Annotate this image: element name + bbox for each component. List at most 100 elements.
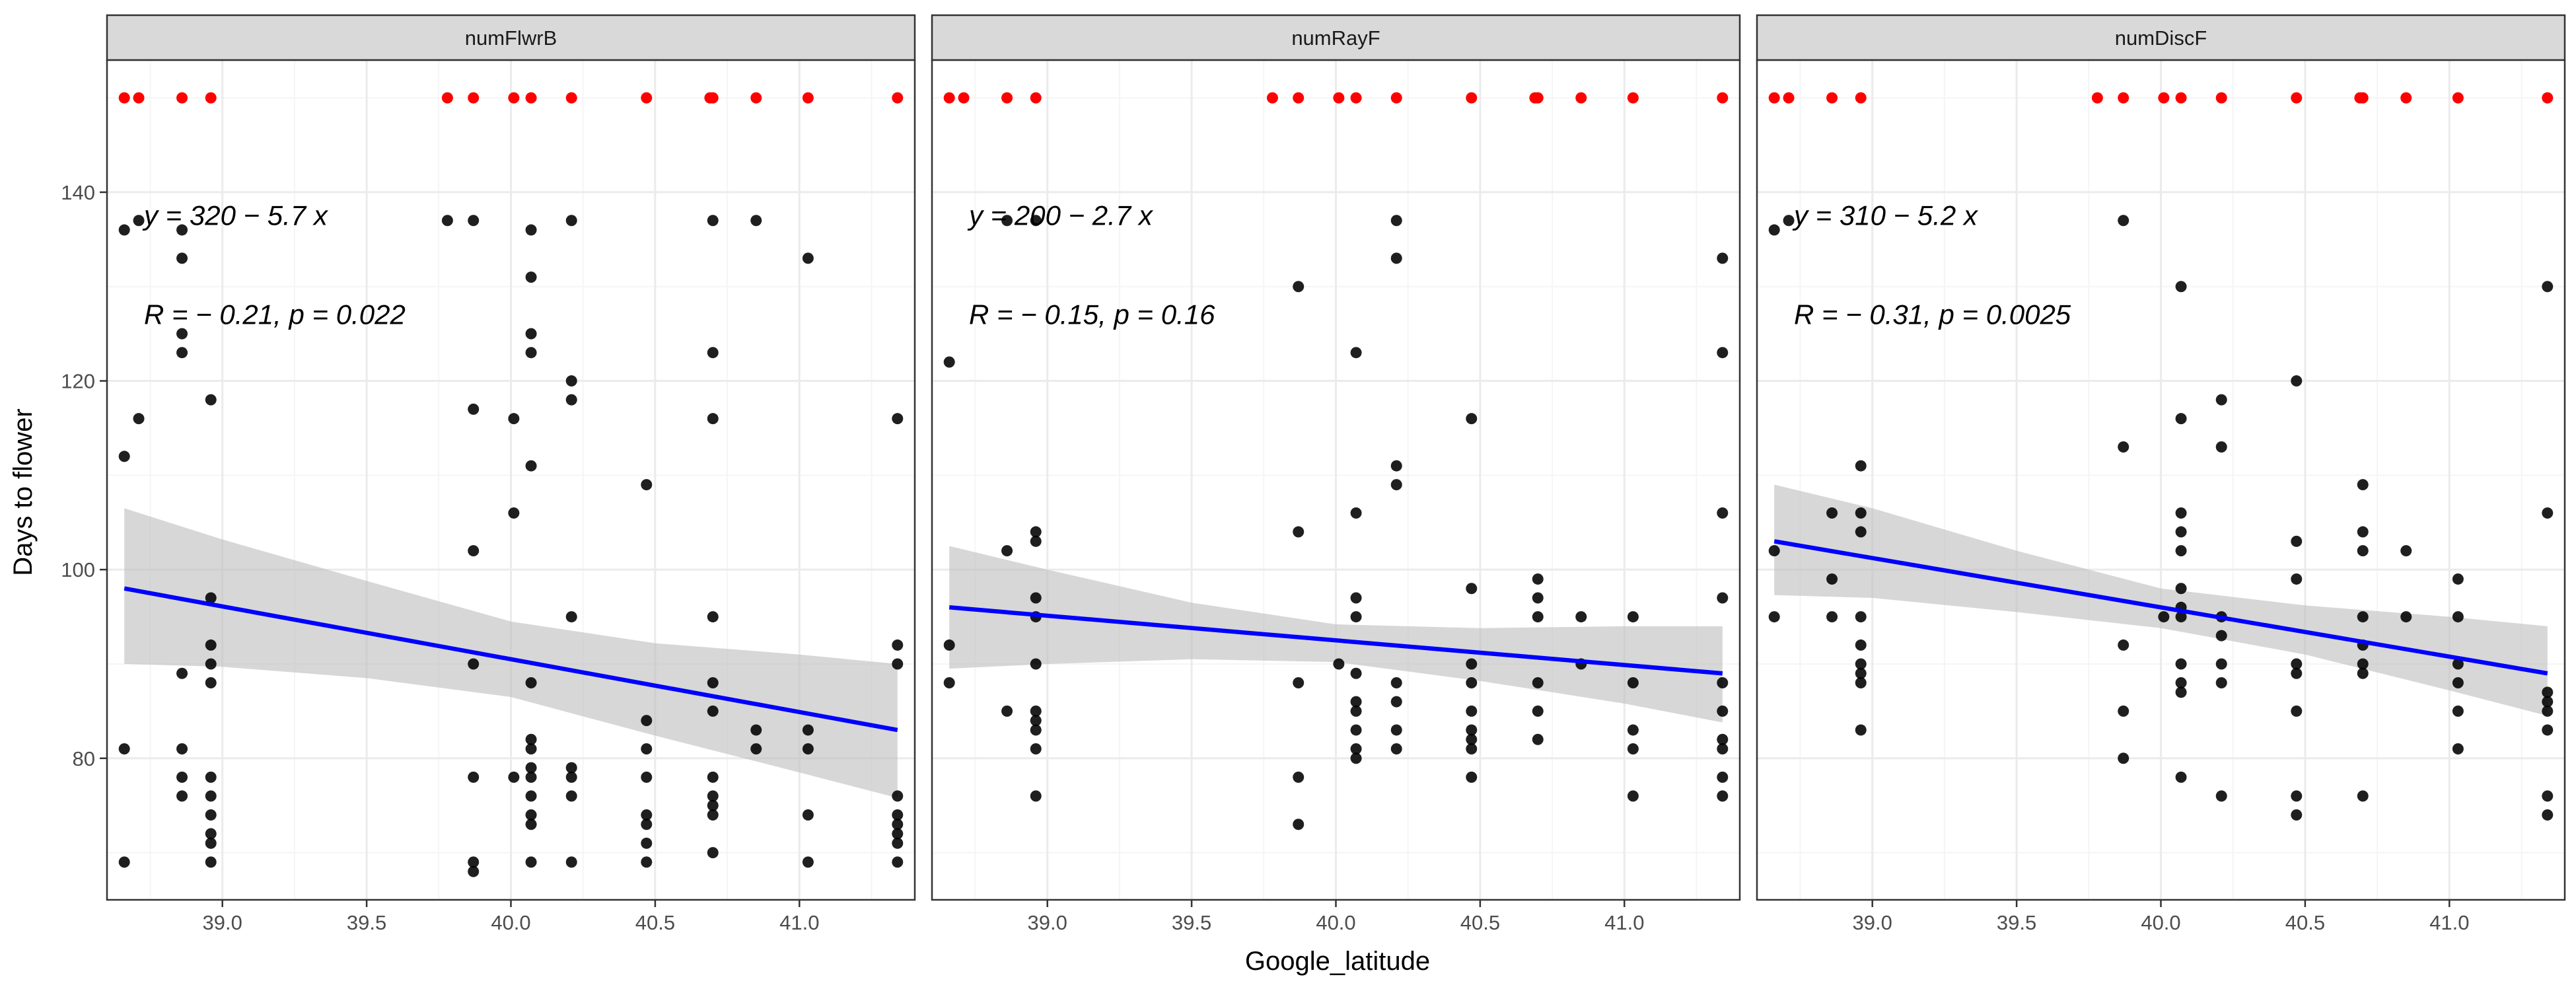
panel-numDiscF: numDiscF y = 310 − 5.2 x R = − 0.31, p = 0… [1756,14,2566,934]
regression-equation: y = 310 − 5.2 x [1792,200,1979,231]
data-point [1350,667,1362,679]
top-marker-point [1266,92,1278,104]
data-point [707,347,719,359]
data-point [1390,460,1402,472]
data-point [1293,771,1305,783]
data-point [892,639,904,651]
data-point [468,865,480,877]
confidence-band [1774,484,2548,716]
top-marker-point [892,92,904,104]
data-point [1350,696,1362,708]
top-marker-point [2118,92,2129,104]
x-tick-label: 39.0 [1853,911,1892,934]
data-point [892,819,904,830]
y-axis-title: Days to flower [9,408,38,575]
top-marker-point [2542,92,2554,104]
data-point [565,611,577,623]
data-point [1717,677,1729,689]
data-point [2291,375,2303,387]
data-point [565,790,577,802]
data-point [2118,752,2129,764]
x-tick-label: 41.0 [1604,911,1644,934]
data-point [707,677,719,689]
data-point [1350,752,1362,764]
data-point [1390,215,1402,227]
data-point [468,856,480,868]
data-point [892,837,904,849]
data-point [1390,479,1402,491]
data-point [2452,573,2464,585]
top-marker-point [1768,92,1780,104]
data-point [2357,667,2369,679]
data-point [943,677,955,689]
data-point [176,224,188,236]
data-point [205,790,217,802]
data-point [1627,677,1639,689]
top-marker-point [2091,92,2103,104]
data-point [118,856,130,868]
data-point [1390,252,1402,264]
data-point [707,413,719,425]
data-point [2357,526,2369,538]
data-point [525,790,537,802]
panels: numFlwrB y = 320 − 5.7 x R = − 0.21, p = 0… [61,14,2566,934]
data-point [2452,658,2464,670]
data-point [1826,611,1838,623]
top-marker-point [205,92,217,104]
data-point [1466,677,1478,689]
data-point [176,771,188,783]
data-point [565,762,577,774]
data-point [525,771,537,783]
data-point [205,856,217,868]
data-point [1717,252,1729,264]
regression-line [1773,539,2548,676]
top-marker-point [2452,92,2464,104]
correlation-stats: R = − 0.15, p = 0.16 [969,299,1215,330]
data-point [707,809,719,821]
correlation-stats: R = − 0.31, p = 0.0025 [1794,299,2071,330]
top-marker-point [2291,92,2303,104]
data-point [2357,479,2369,491]
data-point [1717,743,1729,755]
data-point [802,743,814,755]
data-point [2542,507,2554,519]
x-tick-label: 39.5 [1172,911,1211,934]
data-point [892,658,904,670]
x-tick-label: 40.5 [1460,911,1500,934]
data-point [802,809,814,821]
x-tick-label: 39.5 [347,911,386,934]
data-point [1717,347,1729,359]
data-point [468,403,480,415]
data-point [2357,658,2369,670]
data-point [1855,677,1867,689]
data-point [1855,507,1867,519]
data-point [1293,526,1305,538]
data-point [525,743,537,755]
data-point [1855,526,1867,538]
panel-numFlwrB: numFlwrB y = 320 − 5.7 x R = − 0.21, p = 0… [61,14,916,934]
data-point [1001,705,1013,717]
data-point [641,856,653,868]
facet-strip-label: numDiscF [2115,26,2207,50]
top-marker-point [1783,92,1795,104]
data-point [1768,224,1780,236]
data-point [2175,611,2187,623]
data-point [2215,677,2227,689]
data-point [118,451,130,462]
data-point [1350,592,1362,604]
data-point [641,837,653,849]
data-point [525,460,537,472]
data-point [892,828,904,840]
data-point [802,724,814,736]
data-point [1030,705,1042,717]
data-point [2542,790,2554,802]
data-point [1768,611,1780,623]
data-point [1826,507,1838,519]
data-point [1390,677,1402,689]
x-tick-label: 40.5 [635,911,675,934]
panel-numRayF: numRayF y = 200 − 2.7 x R = − 0.15, p = 0.… [931,14,1741,934]
x-tick-label: 40.0 [1316,911,1355,934]
top-marker-point [1532,92,1544,104]
y-tick-label: 100 [61,558,95,581]
